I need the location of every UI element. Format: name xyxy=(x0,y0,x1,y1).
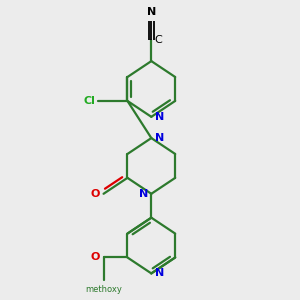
Text: O: O xyxy=(91,189,100,199)
Text: O: O xyxy=(91,253,100,262)
Text: methoxy: methoxy xyxy=(85,285,122,294)
Text: N: N xyxy=(154,112,164,122)
Text: C: C xyxy=(154,35,162,45)
Text: N: N xyxy=(139,189,148,199)
Text: Cl: Cl xyxy=(83,96,95,106)
Text: N: N xyxy=(147,7,156,16)
Text: N: N xyxy=(154,268,164,278)
Text: N: N xyxy=(154,133,164,143)
